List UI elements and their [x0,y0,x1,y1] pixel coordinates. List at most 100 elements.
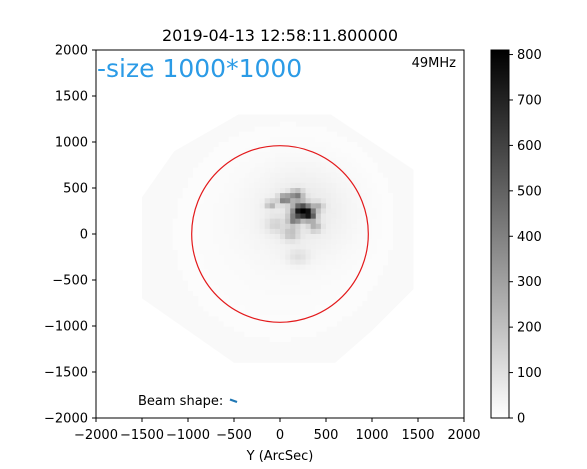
heatmap-cell [254,300,261,307]
heatmap-cell [285,244,291,250]
heatmap-cell [290,234,296,240]
heatmap-cell [193,198,199,204]
heatmap-cell [387,193,394,199]
heatmap-cell [295,131,302,138]
heatmap-cell [244,234,250,240]
heatmap-cell [269,218,276,225]
heatmap-cell [336,223,342,230]
heatmap-cell [285,147,291,153]
heatmap-cell [305,264,312,271]
heatmap-cell [295,264,302,271]
heatmap-cell [182,259,189,266]
heatmap-cell [326,259,332,266]
heatmap-cell [341,136,348,143]
heatmap-cell [315,131,322,138]
heatmap-cell [198,295,204,302]
heatmap-cell [310,326,317,332]
heatmap-cell [326,300,332,307]
heatmap-cell [208,280,215,286]
heatmap-cell [182,188,189,194]
heatmap-cell [280,239,286,245]
heatmap-cell [331,188,337,194]
heatmap-cell [249,239,256,245]
heatmap-cell [356,274,363,281]
heatmap-cell [259,193,266,199]
heatmap-cell [331,264,337,271]
heatmap-cell [280,213,286,220]
heatmap-cell [280,208,286,215]
heatmap-cell [341,142,348,148]
heatmap-cell [320,254,327,261]
heatmap-cell [300,234,307,240]
heatmap-cell [290,264,296,271]
heatmap-cell [377,218,383,225]
heatmap-cell [254,280,261,286]
heatmap-cell [269,188,276,194]
heatmap-cell [254,290,261,296]
heatmap-cell [331,234,337,240]
heatmap-cell [249,172,256,179]
heatmap-cell [213,280,220,286]
heatmap-cell [259,320,266,327]
x-tick-label: −1500 [120,428,164,443]
heatmap-cell [300,147,307,153]
heatmap-cell [172,228,179,235]
heatmap-cell [331,193,337,199]
heatmap-cell [326,193,332,199]
heatmap-cell [269,167,276,174]
heatmap-cell [208,188,215,194]
heatmap-cell [198,208,204,215]
heatmap-cell [208,193,215,199]
heatmap-cell [264,290,271,296]
heatmap-cell [264,223,271,230]
heatmap-cell [351,162,358,169]
heatmap-cell [300,244,307,250]
heatmap-cell [315,193,322,199]
heatmap-cell [223,177,230,184]
heatmap-cell [305,223,312,230]
heatmap-cell [249,264,256,271]
heatmap-cell [285,336,291,342]
colorbar [490,49,510,419]
heatmap-cell [239,280,245,286]
heatmap-cell [239,131,245,138]
heatmap-cell [239,320,245,327]
heatmap-cell [387,208,394,215]
heatmap-cell [377,234,383,240]
heatmap-cell [239,172,245,179]
heatmap-cell [218,290,225,296]
heatmap-cell [259,167,266,174]
heatmap-cell [356,208,363,215]
heatmap-cell [285,131,291,138]
heatmap-cell [377,172,383,179]
heatmap-cell [356,152,363,158]
heatmap-cell [310,213,317,220]
heatmap-cell [274,295,281,302]
heatmap-cell [336,152,342,158]
heatmap-cell [234,320,240,327]
heatmap-cell [326,203,332,210]
heatmap-cell [228,315,235,322]
heatmap-cell [366,203,373,210]
heatmap-cell [254,208,261,215]
heatmap-cell [305,285,312,291]
heatmap-cell [382,198,388,204]
heatmap-cell [290,295,296,302]
heatmap-cell [218,295,225,302]
heatmap-cell [249,326,256,332]
heatmap-cell [315,157,322,164]
heatmap-cell [377,203,383,210]
heatmap-cell [326,223,332,230]
heatmap-cell [356,177,363,184]
heatmap-cell [387,234,394,240]
heatmap-cell [239,167,245,174]
heatmap-cell [249,331,256,337]
heatmap-cell [218,193,225,199]
heatmap-cell [223,152,230,158]
heatmap-cell [280,193,286,199]
heatmap-cell [372,172,378,179]
heatmap-cell [254,152,261,158]
heatmap-cell [198,193,204,199]
heatmap-cell [228,228,235,235]
heatmap-cell [259,147,266,153]
